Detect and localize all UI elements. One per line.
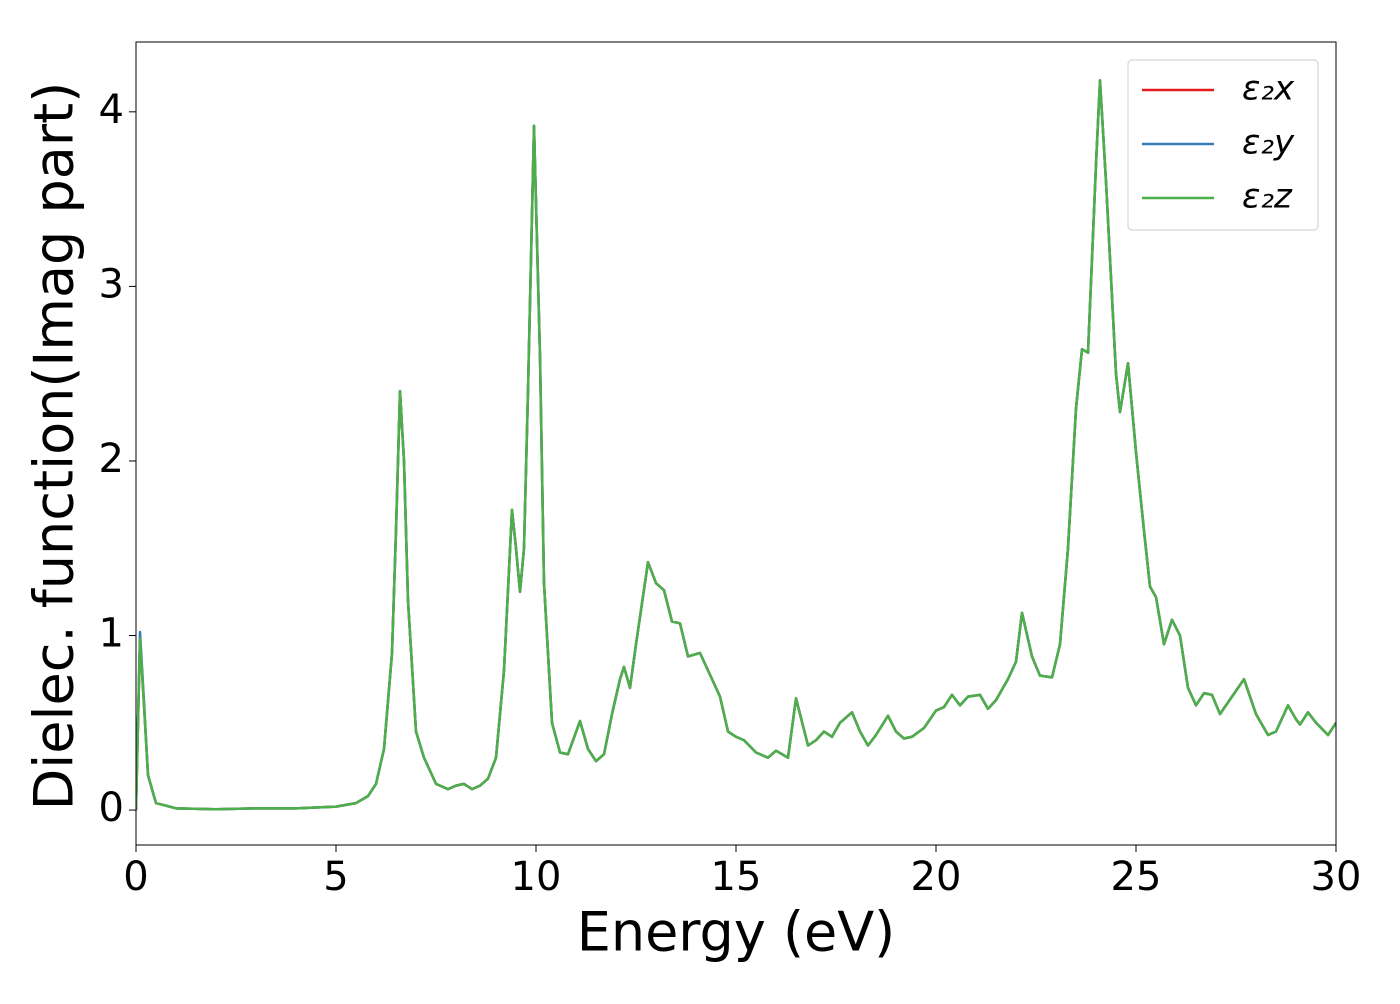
y-tick-label: 1 [99, 611, 124, 657]
legend-label: ε₂x [1242, 69, 1295, 109]
legend-label: ε₂z [1242, 177, 1293, 217]
y-tick-label: 0 [99, 785, 124, 831]
x-tick-label: 25 [1111, 854, 1162, 900]
x-axis-label: Energy (eV) [577, 901, 896, 964]
y-tick-label: 4 [99, 87, 124, 133]
x-tick-label: 30 [1311, 854, 1362, 900]
x-tick-label: 10 [511, 854, 562, 900]
series-line [136, 79, 1336, 811]
y-axis-label: Dielec. function(Imag part) [23, 82, 86, 811]
plot-frame [135, 41, 1337, 846]
x-tick-label: 15 [711, 854, 762, 900]
x-tick-label: 5 [323, 854, 348, 900]
y-tick-label: 2 [99, 436, 124, 482]
x-tick-label: 20 [911, 854, 962, 900]
legend-box [1127, 59, 1319, 231]
legend-label: ε₂y [1242, 123, 1295, 163]
x-tick-label: 0 [123, 854, 148, 900]
y-tick-label: 3 [99, 261, 124, 307]
